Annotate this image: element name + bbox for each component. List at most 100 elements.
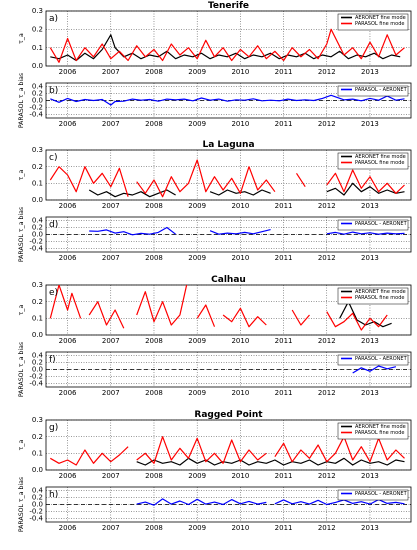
y-tick-label: 0.0 xyxy=(32,231,43,239)
panel-b-legend-label: PARASOL - AERONET xyxy=(355,87,408,93)
y-tick-label: 0.0 xyxy=(32,501,43,509)
panel-b-ylabel: PARASOL τ_a bias xyxy=(18,73,25,128)
panel-c-legend-label: PARASOL fine mode xyxy=(355,160,404,166)
x-tick-label: 2012 xyxy=(318,524,336,532)
x-tick-label: 2007 xyxy=(102,524,120,532)
panel-d-legend-label: PARASOL - AERONET xyxy=(355,221,408,227)
x-tick-label: 2008 xyxy=(145,120,163,128)
x-tick-label: 2006 xyxy=(59,202,77,210)
y-tick-label: 0.1 xyxy=(32,44,43,52)
panel-g-series-1-line xyxy=(274,436,405,463)
panel-c-series-1-line xyxy=(326,169,405,194)
y-tick-label: 0.3 xyxy=(32,146,43,154)
x-tick-label: 2007 xyxy=(102,254,120,262)
y-tick-label: 0.1 xyxy=(32,315,43,323)
panel-g-legend-label: PARASOL fine mode xyxy=(355,430,404,436)
panel-d-ylabel: PARASOL τ_a bias xyxy=(18,207,25,262)
y-tick-label: 0.2 xyxy=(32,298,43,306)
station-title: Tenerife xyxy=(208,1,249,11)
x-tick-label: 2010 xyxy=(231,389,249,397)
x-tick-label: 2011 xyxy=(275,202,293,210)
y-tick-label: -0.4 xyxy=(29,111,43,119)
panel-e-ylabel: τ_a xyxy=(18,304,25,315)
y-tick-label: 0.2 xyxy=(32,224,43,232)
station-title: Calhau xyxy=(211,275,246,285)
y-tick-label: 0.2 xyxy=(32,90,43,98)
panel-b-legend-box xyxy=(337,85,409,97)
x-tick-label: 2006 xyxy=(59,68,77,76)
y-tick-label: 0.3 xyxy=(32,416,43,424)
y-tick-label: 0.0 xyxy=(32,97,43,105)
x-tick-label: 2013 xyxy=(361,202,379,210)
panel-a-legend-box xyxy=(337,13,409,31)
panel-h-legend-label: PARASOL - AERONET xyxy=(355,491,408,497)
panel-e-series-1-line xyxy=(326,311,388,331)
panel-h-letter: h) xyxy=(49,490,58,500)
y-tick-label: 0.3 xyxy=(32,281,43,289)
x-tick-label: 2012 xyxy=(318,337,336,345)
x-tick-label: 2010 xyxy=(231,202,249,210)
x-tick-label: 2006 xyxy=(59,337,77,345)
panel-a-legend-label: PARASOL fine mode xyxy=(355,21,404,27)
panel-e-legend-label: PARASOL fine mode xyxy=(355,295,404,301)
x-tick-label: 2007 xyxy=(102,120,120,128)
panel-f-series-0-line xyxy=(352,365,397,374)
x-tick-label: 2008 xyxy=(145,337,163,345)
y-tick-label: -0.2 xyxy=(29,373,43,381)
y-tick-label: 0.1 xyxy=(32,450,43,458)
y-tick-label: -0.4 xyxy=(29,515,43,523)
y-tick-label: 0.0 xyxy=(32,196,43,204)
x-tick-label: 2009 xyxy=(188,472,206,480)
x-tick-label: 2008 xyxy=(145,202,163,210)
x-tick-label: 2008 xyxy=(145,524,163,532)
y-tick-label: 0.2 xyxy=(32,433,43,441)
panel-c-legend-box xyxy=(337,152,409,170)
panel-g-legend-box xyxy=(337,422,409,440)
x-tick-label: 2013 xyxy=(361,389,379,397)
x-tick-label: 2009 xyxy=(188,202,206,210)
panel-e-series-1-line xyxy=(49,285,82,319)
panel-h-series-0-line xyxy=(136,498,267,506)
panel-f-legend-label: PARASOL - AERONET xyxy=(355,356,408,362)
panel-g-legend-label: AERONET fine mode xyxy=(355,424,406,430)
x-tick-label: 2010 xyxy=(231,68,249,76)
panel-f-legend-box xyxy=(337,354,409,366)
panel-e-series-1-line xyxy=(291,309,310,326)
panel-g-ylabel: τ_a xyxy=(18,439,25,450)
panel-e-series-1-line xyxy=(88,301,125,329)
panel-a-ylabel: τ_a xyxy=(18,33,25,44)
panel-c-series-0-line xyxy=(326,182,405,196)
x-tick-label: 2012 xyxy=(318,120,336,128)
x-tick-label: 2006 xyxy=(59,524,77,532)
x-tick-label: 2012 xyxy=(318,254,336,262)
panel-d-series-0-line xyxy=(326,231,405,235)
x-tick-label: 2008 xyxy=(145,389,163,397)
panel-e-series-1-line xyxy=(196,304,216,327)
panel-g-letter: g) xyxy=(49,423,58,433)
y-tick-label: -0.4 xyxy=(29,380,43,388)
panel-c-series-1-line xyxy=(136,159,276,198)
x-tick-label: 2011 xyxy=(275,254,293,262)
panel-f-letter: f) xyxy=(49,355,56,365)
y-tick-label: 0.4 xyxy=(32,487,44,495)
x-tick-label: 2007 xyxy=(102,202,120,210)
x-tick-label: 2006 xyxy=(59,254,77,262)
y-tick-label: 0.0 xyxy=(32,331,43,339)
y-tick-label: 0.2 xyxy=(32,359,43,367)
x-tick-label: 2010 xyxy=(231,337,249,345)
x-tick-label: 2011 xyxy=(275,472,293,480)
panel-c-legend-label: AERONET fine mode xyxy=(355,154,406,160)
x-tick-label: 2007 xyxy=(102,472,120,480)
panel-g-series-1-line xyxy=(136,436,267,464)
panel-a-legend-label: AERONET fine mode xyxy=(355,15,406,21)
y-tick-label: 0.0 xyxy=(32,466,43,474)
x-tick-label: 2011 xyxy=(275,389,293,397)
panel-b-letter: b) xyxy=(49,86,58,96)
x-tick-label: 2007 xyxy=(102,337,120,345)
x-tick-label: 2013 xyxy=(361,472,379,480)
x-tick-label: 2011 xyxy=(275,120,293,128)
x-tick-label: 2010 xyxy=(231,472,249,480)
panel-e-legend-box xyxy=(337,287,409,305)
y-tick-label: 0.4 xyxy=(32,217,44,225)
x-tick-label: 2008 xyxy=(145,472,163,480)
